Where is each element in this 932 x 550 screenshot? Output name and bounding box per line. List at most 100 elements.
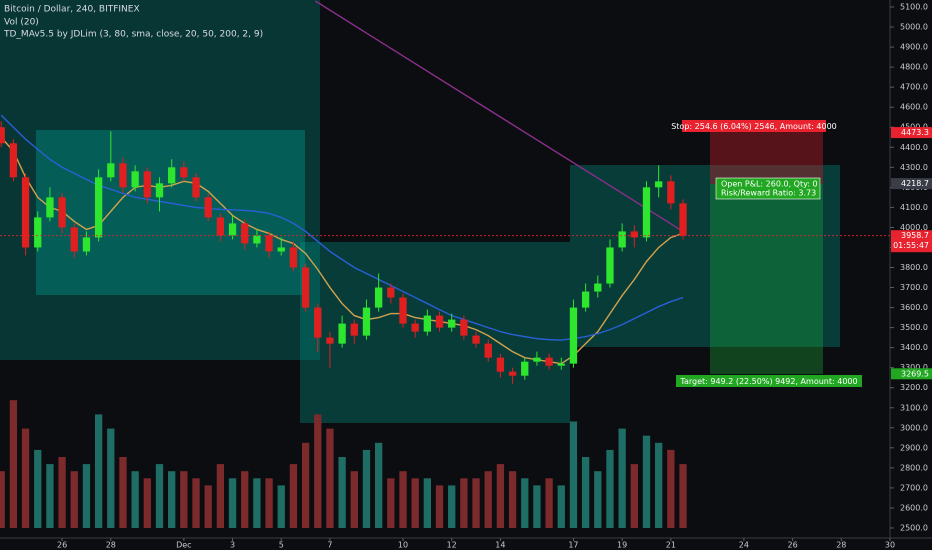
volume-bar [107, 428, 115, 528]
y-tick-label: 3100.0 [900, 403, 928, 412]
candle-body [94, 177, 103, 238]
x-tick-label: 30 [885, 541, 895, 550]
price-tag-label: 4473.3 [901, 128, 929, 137]
volume-bar [399, 471, 407, 528]
candle-body [34, 217, 42, 248]
ma-line [0, 136, 684, 365]
candle-body [374, 287, 383, 308]
y-tick-label: 5000.0 [900, 23, 928, 32]
candle-body [228, 223, 237, 236]
x-tick-label: 26 [788, 541, 798, 550]
candle-body [21, 177, 30, 248]
candle-body [521, 361, 529, 376]
volume-bar [460, 478, 468, 528]
volume-bar [192, 478, 200, 528]
x-tick-label: 28 [836, 541, 846, 550]
candle-body [241, 223, 249, 244]
price-tag [891, 368, 932, 380]
volume-bar [253, 478, 261, 528]
candle-body [399, 297, 407, 324]
volume-bar [314, 414, 322, 528]
candle-body [411, 323, 419, 332]
candle-body [46, 197, 54, 218]
volume-bar [82, 464, 91, 528]
x-tick-label: 24 [739, 541, 749, 550]
candle-body [679, 203, 687, 236]
y-tick-label: 4700.0 [900, 83, 928, 92]
plot [0, 0, 890, 528]
countdown: 01:55:47 [893, 241, 929, 250]
volume-bar [34, 449, 42, 528]
y-tick-label: 4900.0 [900, 43, 928, 52]
candle-body [289, 247, 298, 268]
price-axis [890, 0, 932, 538]
candle-body [216, 217, 225, 236]
volume-bar [94, 414, 103, 528]
x-tick-label: 5 [279, 541, 284, 550]
volume-bar [277, 485, 285, 528]
y-tick-label: 3300.0 [900, 363, 928, 372]
volume-bar [496, 464, 505, 528]
volume-bar [9, 400, 18, 528]
candle-body [204, 197, 212, 218]
chart-title: Bitcoin / Dollar, 240, BITFINEX [4, 5, 140, 15]
candle-body [314, 307, 322, 338]
volume-bar [545, 478, 553, 528]
volume-bar [679, 464, 687, 528]
y-tick-label: 4600.0 [900, 103, 928, 112]
x-tick-label: Dec [176, 541, 191, 550]
candle-body [655, 181, 663, 188]
y-tick-label: 3600.0 [900, 303, 928, 312]
y-tick-label: 3500.0 [900, 323, 928, 332]
y-tick-label: 2800.0 [900, 463, 928, 472]
volume-bar [180, 471, 188, 528]
volume-bar [508, 471, 517, 528]
volume-bar [374, 442, 383, 528]
candle-body [338, 323, 346, 344]
candle-body [119, 163, 127, 188]
candle-body [423, 315, 431, 332]
candle-body [326, 337, 334, 344]
candle-body [192, 177, 200, 198]
candle-body [618, 231, 626, 248]
candle-body [253, 235, 261, 244]
candle-body [594, 283, 602, 292]
y-tick-label: 4800.0 [900, 63, 928, 72]
candle-body [155, 183, 164, 198]
price-tag [891, 230, 932, 253]
y-tick-label: 4400.0 [900, 143, 928, 152]
volume-bar [569, 421, 578, 528]
x-tick-label: 19 [617, 541, 627, 550]
candle-body [496, 357, 505, 372]
volume-bar [168, 471, 176, 528]
stop-zone [710, 132, 823, 184]
volume-bar [581, 457, 590, 528]
stop-label: Stop: 254.6 (6.04%) 2546, Amount: 4000 [671, 122, 837, 131]
x-tick-label: 17 [568, 541, 578, 550]
candle-body [533, 357, 541, 362]
zone [0, 0, 320, 360]
x-tick-label: 3 [230, 541, 235, 550]
price-tag [891, 127, 932, 139]
candle-body [70, 227, 78, 252]
candle-body [350, 323, 358, 336]
price-tag [891, 178, 932, 190]
candle-body [472, 335, 480, 344]
price-tag-label: 4218.7 [901, 179, 929, 188]
x-tick-label: 7 [327, 541, 332, 550]
candle-body [435, 315, 444, 328]
candle-body [581, 291, 590, 308]
y-tick-label: 5100.0 [900, 3, 928, 12]
volume-bar [289, 464, 298, 528]
candle-body [460, 319, 468, 336]
candle-body [484, 343, 492, 358]
volume-bar [435, 485, 444, 528]
y-tick-label: 2700.0 [900, 483, 928, 492]
y-tick-label: 3200.0 [900, 383, 928, 392]
volume-bar [606, 449, 614, 528]
candle-body [630, 231, 638, 238]
drawings [0, 0, 840, 423]
